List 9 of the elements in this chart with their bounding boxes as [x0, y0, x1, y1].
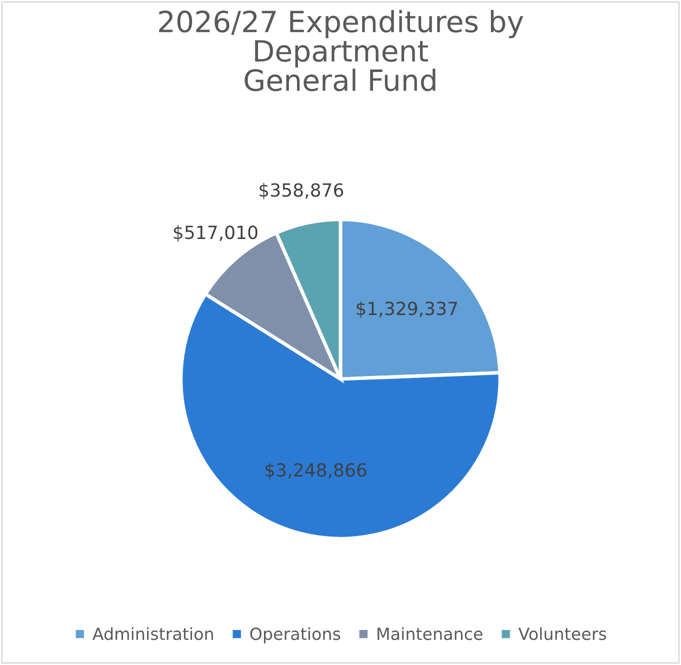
- data-label: $1,329,337: [356, 301, 458, 318]
- legend-label: Operations: [250, 627, 340, 644]
- chart-title: 2026/27 Expenditures by Department General Fund: [159, 10, 524, 92]
- legend-label: Maintenance: [378, 627, 482, 640]
- data-label: $517,010: [174, 225, 258, 242]
- legend-label: Volunteers: [518, 627, 606, 640]
- legend-label: Administration: [92, 627, 213, 640]
- data-label: $358,876: [260, 182, 344, 200]
- data-label: $3,248,866: [266, 462, 366, 480]
